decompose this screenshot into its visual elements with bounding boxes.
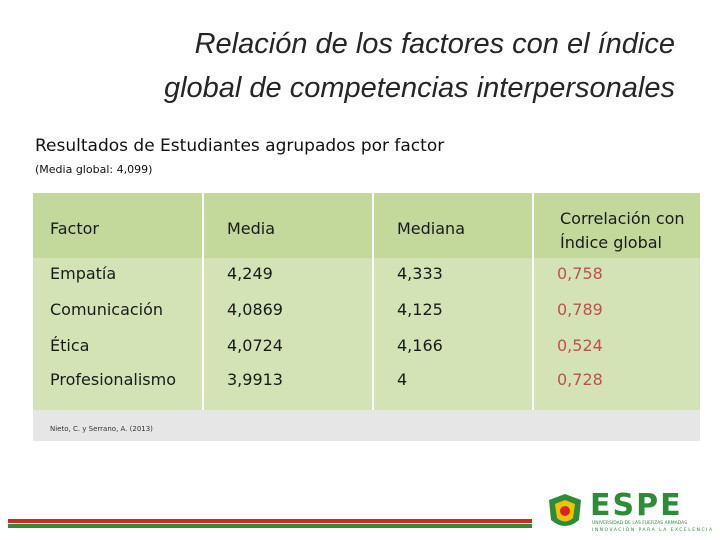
col-divider <box>532 193 534 410</box>
logo-name: ESPE <box>590 488 683 523</box>
table-cell: 3,9913 <box>227 370 283 389</box>
logo-emblem <box>549 494 581 526</box>
table-cell: 4,0724 <box>227 336 283 355</box>
column-header: Correlación con Índice global <box>560 209 685 252</box>
green-bar <box>8 524 532 528</box>
table-cell: 4,249 <box>227 264 273 283</box>
table-cell: Ética <box>50 336 90 355</box>
column-header: Mediana <box>397 219 465 238</box>
column-header: Media <box>227 219 276 238</box>
table-cell: Comunicación <box>50 300 164 319</box>
note: (Media global: 4,099) <box>35 163 153 176</box>
table-cell: 4,0869 <box>227 300 283 319</box>
table-cell: 0,524 <box>557 336 603 355</box>
col-divider <box>202 193 204 410</box>
table-cell: 0,758 <box>557 264 603 283</box>
subtitle: Resultados de Estudiantes agrupados por … <box>35 136 445 156</box>
table-header <box>33 193 700 258</box>
table-cell: 0,728 <box>557 370 603 389</box>
logo-line2: INNOVACIÓN PARA LA EXCELENCIA <box>592 528 714 533</box>
table-cell: Empatía <box>50 264 117 283</box>
red-bar <box>8 519 532 523</box>
title-line: global de competencias interpersonales <box>163 72 675 104</box>
table-cell: 4,125 <box>397 300 443 319</box>
table-cell: 4,333 <box>397 264 443 283</box>
table-cell: 4 <box>397 370 408 389</box>
table-cell: Profesionalismo <box>50 370 176 389</box>
table-cell: 0,789 <box>557 300 603 319</box>
title-line: Relación de los factores con el índice <box>194 28 675 60</box>
shield-dot <box>560 506 570 516</box>
citation: Nieto, C. y Serrano, A. (2013) <box>50 425 153 433</box>
table-cell: 4,166 <box>397 336 443 355</box>
logo-line1: UNIVERSIDAD DE LAS FUERZAS ARMADAS <box>592 521 688 526</box>
column-header: Factor <box>50 219 99 238</box>
col-divider <box>372 193 374 410</box>
